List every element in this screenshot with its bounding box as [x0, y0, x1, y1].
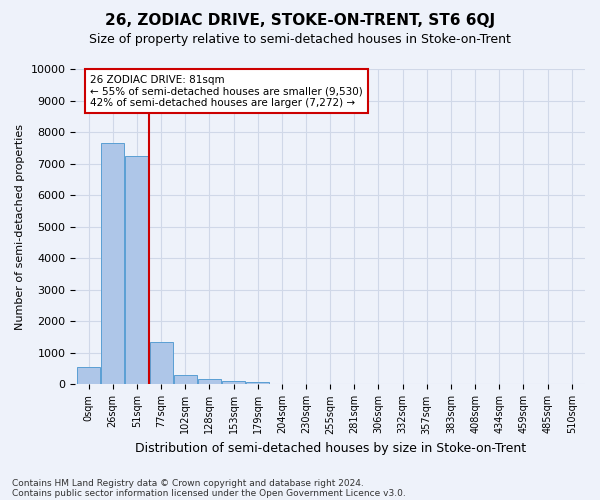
X-axis label: Distribution of semi-detached houses by size in Stoke-on-Trent: Distribution of semi-detached houses by …	[134, 442, 526, 455]
Bar	[222, 381, 245, 384]
Bar	[174, 375, 197, 384]
Bar	[246, 382, 269, 384]
Text: Size of property relative to semi-detached houses in Stoke-on-Trent: Size of property relative to semi-detach…	[89, 32, 511, 46]
Text: 26 ZODIAC DRIVE: 81sqm
← 55% of semi-detached houses are smaller (9,530)
42% of : 26 ZODIAC DRIVE: 81sqm ← 55% of semi-det…	[90, 74, 362, 108]
Bar	[149, 342, 173, 384]
Bar	[77, 367, 100, 384]
Text: 26, ZODIAC DRIVE, STOKE-ON-TRENT, ST6 6QJ: 26, ZODIAC DRIVE, STOKE-ON-TRENT, ST6 6Q…	[105, 12, 495, 28]
Text: Contains public sector information licensed under the Open Government Licence v3: Contains public sector information licen…	[12, 488, 406, 498]
Y-axis label: Number of semi-detached properties: Number of semi-detached properties	[15, 124, 25, 330]
Bar	[198, 379, 221, 384]
Bar	[125, 156, 148, 384]
Bar	[101, 143, 124, 384]
Text: Contains HM Land Registry data © Crown copyright and database right 2024.: Contains HM Land Registry data © Crown c…	[12, 478, 364, 488]
